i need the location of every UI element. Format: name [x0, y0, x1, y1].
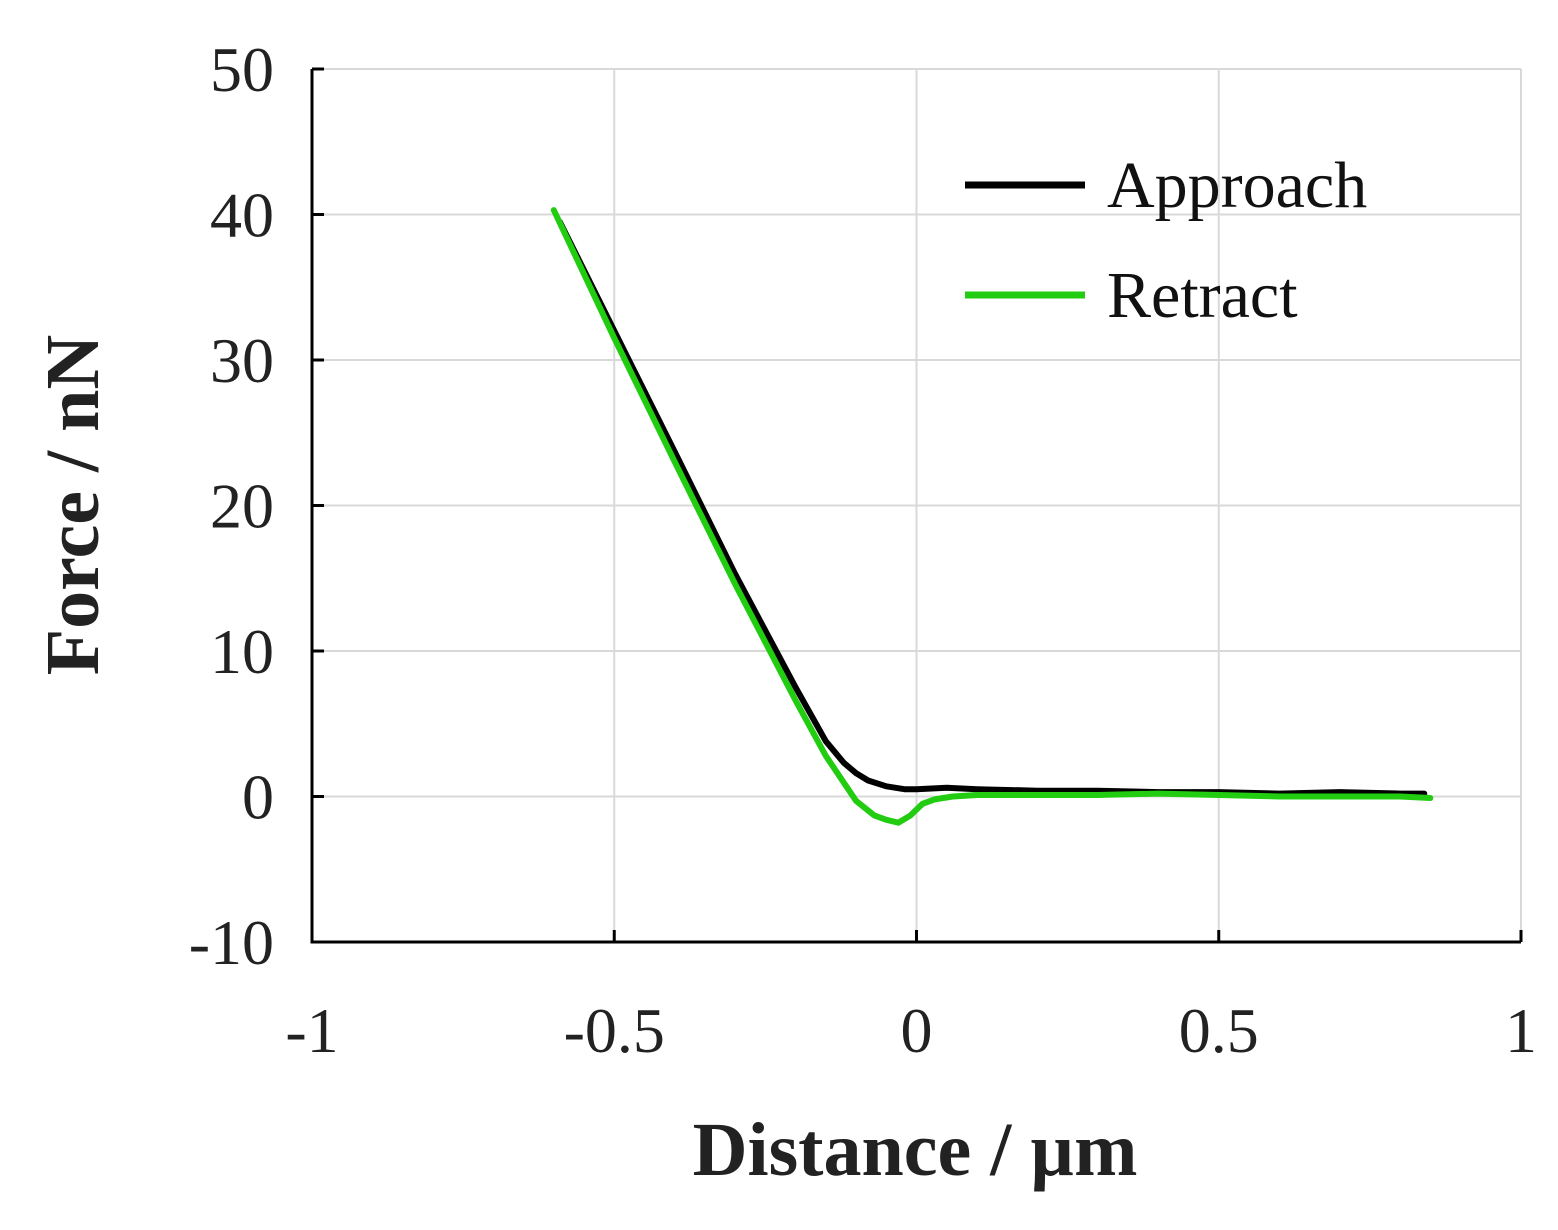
x-axis-ticks: -1 -0.5 0 0.5 1 — [285, 930, 1537, 1066]
x-tick-label-4: 1 — [1505, 995, 1537, 1066]
y-tick-label-4: 30 — [210, 325, 274, 396]
series-line-retract — [550, 207, 1434, 826]
x-tick-label-3: 0.5 — [1179, 995, 1259, 1066]
y-tick-label-5: 40 — [210, 180, 274, 251]
x-tick-label-2: 0 — [901, 995, 933, 1066]
legend: Approach Retract — [965, 149, 1367, 332]
x-tick-label-1: -0.5 — [564, 995, 665, 1066]
x-axis-title: Distance / µm — [693, 1108, 1138, 1192]
y-tick-label-0: -10 — [189, 907, 274, 978]
y-tick-label-6: 50 — [210, 34, 274, 105]
series-layer — [550, 207, 1434, 826]
legend-label-approach: Approach — [1107, 149, 1367, 222]
y-axis-title: Force / nN — [31, 335, 115, 676]
x-tick-label-0: -1 — [285, 995, 338, 1066]
y-axis-ticks: -10 0 10 20 30 40 50 — [189, 34, 324, 978]
y-tick-label-2: 10 — [210, 616, 274, 687]
y-tick-label-1: 0 — [242, 762, 274, 833]
y-tick-label-3: 20 — [210, 471, 274, 542]
legend-label-retract: Retract — [1107, 259, 1298, 332]
